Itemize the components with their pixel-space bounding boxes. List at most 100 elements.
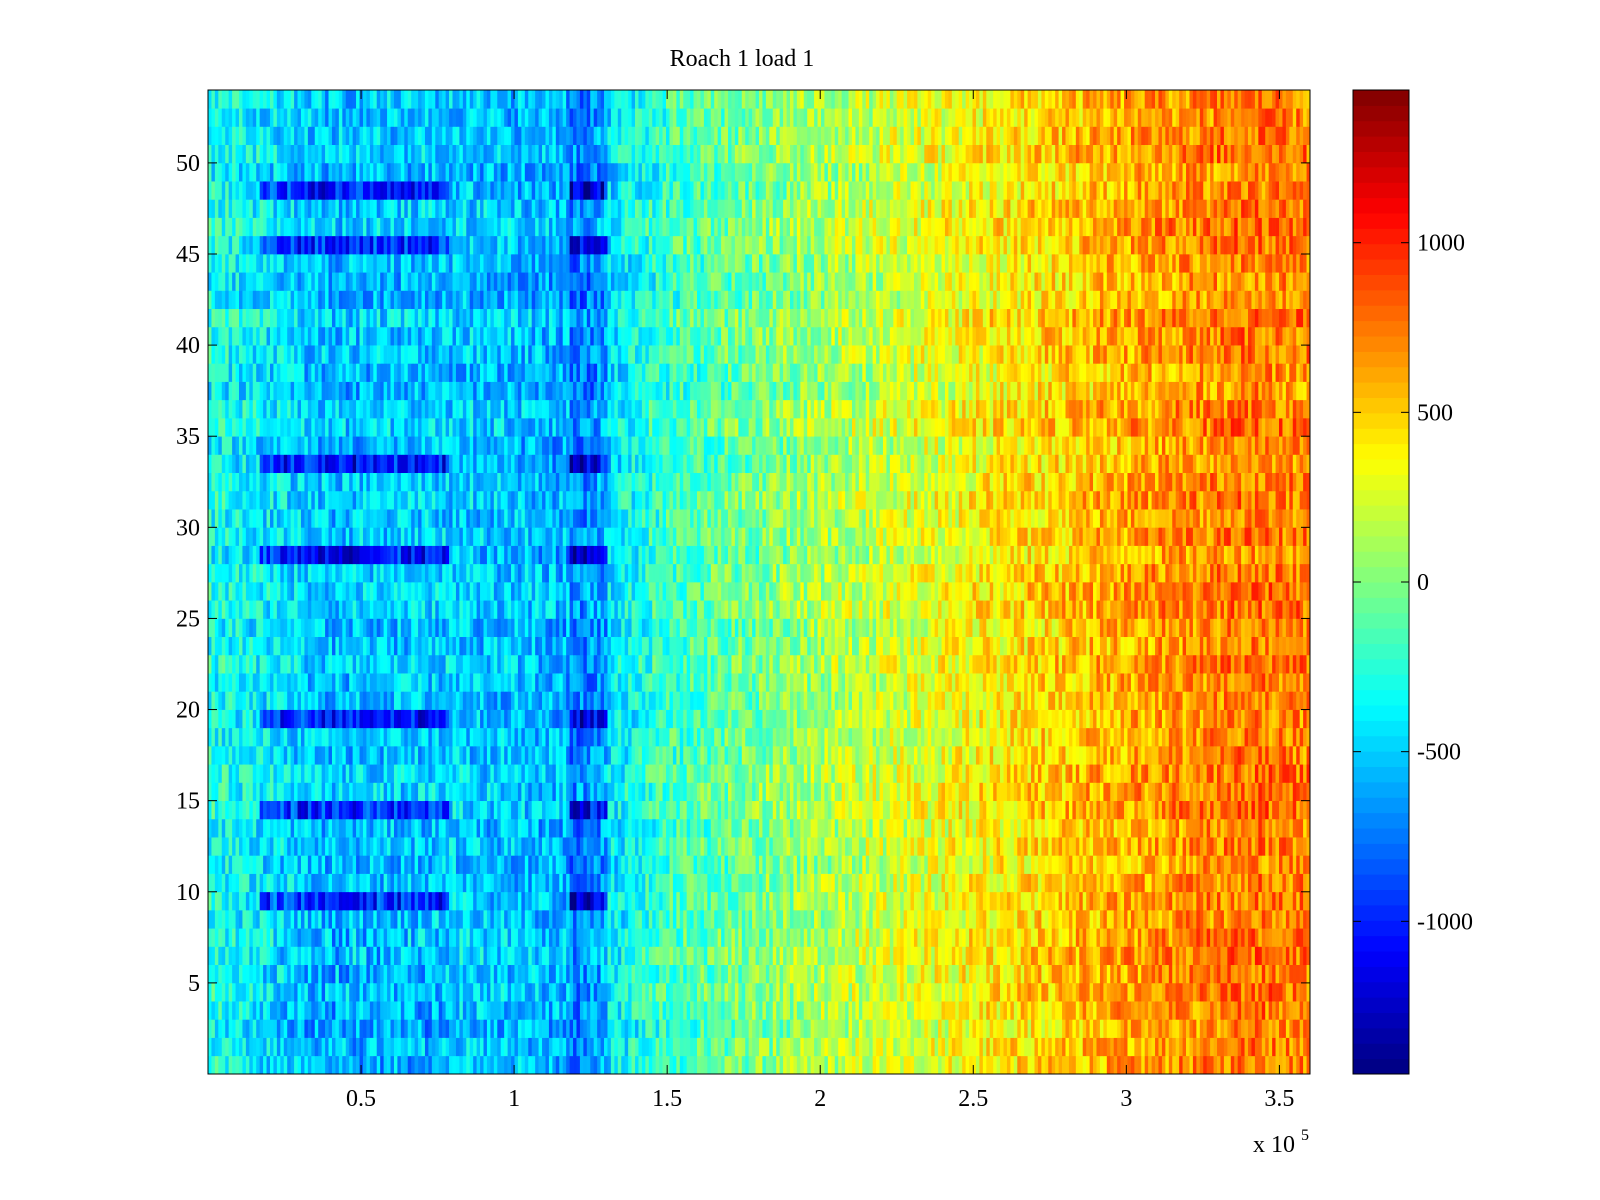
heatmap-cell	[1141, 873, 1146, 893]
heatmap-cell	[269, 1055, 274, 1075]
heatmap-cell	[356, 1001, 360, 1020]
heatmap-cell	[280, 873, 285, 893]
heatmap-cell	[373, 1055, 378, 1075]
heatmap-cell	[1086, 1001, 1090, 1020]
heatmap-cell	[566, 800, 570, 820]
heatmap-cell	[1261, 982, 1266, 1002]
heatmap-cell	[597, 1037, 601, 1057]
heatmap-cell	[208, 910, 212, 929]
heatmap-cell	[738, 1019, 743, 1038]
heatmap-cell	[1275, 1037, 1280, 1057]
heatmap-cell	[776, 837, 781, 856]
heatmap-cell	[1248, 800, 1252, 820]
heatmap-cell	[1075, 873, 1080, 893]
heatmap-cell	[655, 982, 660, 1002]
heatmap-cell	[1096, 1055, 1101, 1075]
heatmap-cell	[304, 928, 309, 947]
heatmap-cell	[1148, 928, 1152, 947]
heatmap-cell	[507, 964, 512, 984]
heatmap-cell	[938, 873, 942, 893]
heatmap-cell	[1086, 910, 1090, 929]
heatmap-cell	[872, 782, 877, 802]
heatmap-cell	[1199, 1001, 1204, 1020]
heatmap-cell	[314, 964, 319, 984]
heatmap-cell	[1055, 1001, 1059, 1020]
heatmap-cell	[686, 1055, 691, 1075]
heatmap-cell	[1124, 800, 1128, 820]
heatmap-cell	[1172, 837, 1177, 856]
heatmap-cell	[734, 873, 739, 893]
heatmap-cell	[617, 837, 622, 856]
heatmap-cell	[807, 964, 811, 984]
heatmap-cell	[345, 891, 350, 911]
heatmap-cell	[1010, 1019, 1015, 1038]
heatmap-cell	[345, 837, 350, 856]
heatmap-cell	[514, 1001, 519, 1020]
heatmap-cell	[710, 891, 715, 911]
heatmap-cell	[418, 910, 422, 929]
heatmap-cell	[1161, 928, 1166, 947]
heatmap-cell	[827, 782, 832, 802]
heatmap-cell	[614, 1019, 619, 1038]
heatmap-cell	[531, 964, 536, 984]
heatmap-cell	[693, 946, 698, 966]
heatmap-cell	[1034, 891, 1039, 911]
heatmap-cell	[232, 1055, 236, 1075]
heatmap-cell	[776, 910, 781, 929]
heatmap-cell	[1120, 818, 1125, 838]
heatmap-cell	[328, 800, 333, 820]
heatmap-cell	[896, 982, 901, 1002]
heatmap-cell	[287, 818, 291, 838]
heatmap-cell	[1182, 1019, 1187, 1038]
heatmap-cell	[655, 873, 660, 893]
heatmap-cell	[1282, 946, 1287, 966]
heatmap-cell	[559, 928, 564, 947]
heatmap-cell	[1234, 946, 1239, 966]
heatmap-cell	[941, 982, 946, 1002]
heatmap-cell	[1172, 928, 1177, 947]
heatmap-cell	[238, 1055, 243, 1075]
heatmap-cell	[304, 910, 309, 929]
heatmap-cell	[621, 946, 626, 966]
heatmap-cell	[1248, 891, 1252, 911]
heatmap-cell	[480, 982, 484, 1002]
heatmap-cell	[352, 818, 357, 838]
heatmap-cell	[731, 1001, 736, 1020]
heatmap-cell	[528, 782, 533, 802]
heatmap-cell	[469, 818, 474, 838]
heatmap-cell	[380, 818, 384, 838]
heatmap-cell	[903, 964, 908, 984]
heatmap-cell	[765, 1055, 770, 1075]
heatmap-cell	[514, 964, 519, 984]
heatmap-cell	[662, 800, 667, 820]
heatmap-cell	[1186, 800, 1190, 820]
heatmap-cell	[1072, 837, 1077, 856]
heatmap-cell	[679, 1055, 684, 1075]
heatmap-cell	[728, 818, 732, 838]
heatmap-cell	[1062, 1055, 1066, 1075]
heatmap-cell	[690, 818, 694, 838]
heatmap-cell	[1244, 800, 1249, 820]
heatmap-cell	[462, 928, 467, 947]
heatmap-cell	[294, 891, 298, 911]
heatmap-cell	[421, 1019, 426, 1038]
heatmap-cell	[862, 873, 867, 893]
heatmap-cell	[1134, 1019, 1139, 1038]
heatmap-cell	[1254, 1055, 1259, 1075]
heatmap-cell	[459, 873, 464, 893]
heatmap-cell	[607, 891, 612, 911]
heatmap-cell	[669, 1055, 674, 1075]
heatmap-cell	[824, 818, 829, 838]
heatmap-cell	[1099, 1001, 1104, 1020]
heatmap-cell	[400, 891, 405, 911]
heatmap-cell	[569, 800, 574, 820]
heatmap-cell	[1282, 1055, 1287, 1075]
heatmap-cell	[569, 928, 574, 947]
heatmap-cell	[996, 873, 1001, 893]
heatmap-cell	[907, 873, 911, 893]
heatmap-cell	[717, 964, 722, 984]
heatmap-cell	[769, 1037, 774, 1057]
heatmap-cell	[1203, 855, 1208, 874]
heatmap-cell	[765, 818, 770, 838]
heatmap-cell	[814, 982, 818, 1002]
